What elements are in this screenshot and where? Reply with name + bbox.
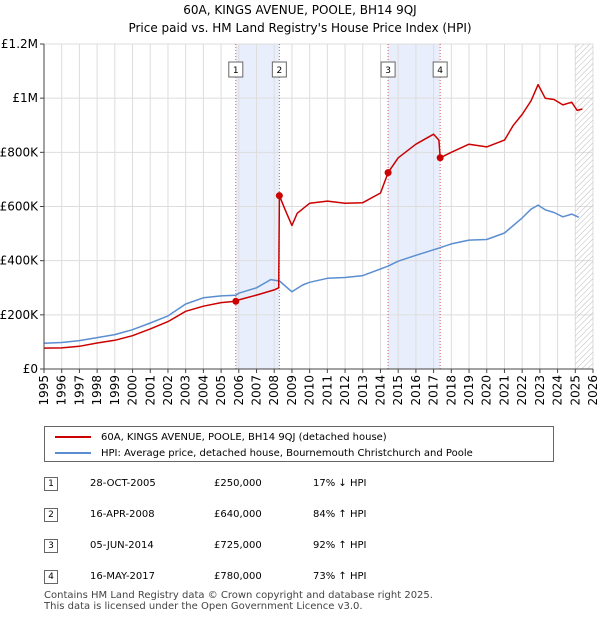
x-tick-label: 2011 <box>320 375 334 406</box>
sale-number-box <box>271 61 287 78</box>
x-tick-label: 2022 <box>515 375 529 406</box>
footer-licence: This data is licensed under the Open Gov… <box>44 601 363 612</box>
x-tick-label: 2008 <box>267 375 281 406</box>
sale-badge: 3 <box>44 539 58 553</box>
sale-point <box>232 297 240 305</box>
table-row: 1 28-OCT-2005 £250,000 17% ↓ HPI <box>0 475 600 495</box>
x-tick-label: 2021 <box>497 375 511 406</box>
y-tick-label: £600K <box>0 200 39 214</box>
hpi-line <box>43 204 580 345</box>
x-tick-label: 2025 <box>568 375 582 406</box>
sale-date: 16-MAY-2017 <box>90 571 156 582</box>
x-tick-label: 2012 <box>338 375 352 406</box>
table-row: 3 05-JUN-2014 £725,000 92% ↑ HPI <box>0 537 600 557</box>
sale-point <box>275 192 283 200</box>
footer-attribution: Contains HM Land Registry data © Crown c… <box>44 590 433 612</box>
y-tick-label: £1M <box>12 91 38 105</box>
sale-point <box>384 169 392 177</box>
x-tick-label: 2002 <box>161 375 175 406</box>
legend-item-property: 60A, KINGS AVENUE, POOLE, BH14 9QJ (deta… <box>55 429 387 445</box>
sale-badge: 4 <box>44 570 58 584</box>
sale-number-label: 4 <box>437 66 443 76</box>
legend-item-hpi: HPI: Average price, detached house, Bour… <box>55 445 473 461</box>
x-tick-label: 2023 <box>533 375 547 406</box>
x-tick-label: 2013 <box>356 375 370 406</box>
x-tick-label: 1996 <box>55 375 69 406</box>
y-tick-label: £400K <box>0 254 39 268</box>
legend-swatch-hpi <box>55 452 91 454</box>
y-tick-label: £800K <box>0 145 39 159</box>
property-price-line <box>43 83 583 349</box>
sale-date: 16-APR-2008 <box>90 509 155 520</box>
legend: 60A, KINGS AVENUE, POOLE, BH14 9QJ (deta… <box>44 426 554 462</box>
x-tick-label: 2017 <box>427 375 441 406</box>
sale-number-label: 2 <box>276 66 282 76</box>
sale-number-box <box>228 61 244 78</box>
y-tick-label: £200K <box>0 308 39 322</box>
sale-price: £780,000 <box>214 571 262 582</box>
x-tick-label: 2019 <box>462 375 476 406</box>
sale-hpi-diff: 84% ↑ HPI <box>313 509 367 520</box>
sale-number-label: 1 <box>233 66 239 76</box>
x-tick-label: 1999 <box>108 375 122 406</box>
chart-subtitle: Price paid vs. HM Land Registry's House … <box>128 21 472 35</box>
x-tick-label: 2003 <box>179 375 193 406</box>
chart-title: 60A, KINGS AVENUE, POOLE, BH14 9QJ <box>183 3 417 17</box>
sale-hpi-diff: 73% ↑ HPI <box>313 571 367 582</box>
sale-date: 05-JUN-2014 <box>90 540 154 551</box>
x-tick-label: 1998 <box>90 375 104 406</box>
x-tick-label: 2024 <box>551 375 565 406</box>
x-tick-label: 2006 <box>232 375 246 406</box>
table-row: 4 16-MAY-2017 £780,000 73% ↑ HPI <box>0 568 600 588</box>
legend-swatch-property <box>55 436 91 438</box>
sale-date: 28-OCT-2005 <box>90 478 156 489</box>
sale-price: £250,000 <box>214 478 262 489</box>
sale-point <box>436 154 444 162</box>
future-hatch <box>575 44 593 369</box>
sale-badge: 1 <box>44 477 58 491</box>
sale-price: £640,000 <box>214 509 262 520</box>
x-tick-label: 2000 <box>126 375 140 406</box>
y-tick-label: £0 <box>23 362 38 376</box>
sale-hpi-diff: 17% ↓ HPI <box>313 478 367 489</box>
x-tick-label: 2018 <box>444 375 458 406</box>
sale-price: £725,000 <box>214 540 262 551</box>
x-tick-label: 1997 <box>72 375 86 406</box>
x-tick-label: 2020 <box>480 375 494 406</box>
sale-number-box <box>432 61 448 78</box>
x-tick-label: 2026 <box>586 375 600 406</box>
footer-copyright: Contains HM Land Registry data © Crown c… <box>44 590 433 601</box>
x-tick-label: 2010 <box>303 375 317 406</box>
x-tick-label: 2014 <box>373 375 387 406</box>
legend-label-hpi: HPI: Average price, detached house, Bour… <box>101 447 473 459</box>
x-tick-label: 1995 <box>37 375 51 406</box>
x-tick-label: 2005 <box>214 375 228 406</box>
legend-label-property: 60A, KINGS AVENUE, POOLE, BH14 9QJ (deta… <box>101 431 387 443</box>
sale-number-label: 3 <box>385 66 391 76</box>
price-chart: 1 2 3 4 £0 £200K £400K £600K £800K £1M £1.2M 1995 1… <box>0 37 600 406</box>
x-tick-label: 2015 <box>391 375 405 406</box>
sale-badge: 2 <box>44 508 58 522</box>
x-tick-label: 2009 <box>285 375 299 406</box>
sale-hpi-diff: 92% ↑ HPI <box>313 540 367 551</box>
table-row: 2 16-APR-2008 £640,000 84% ↑ HPI <box>0 506 600 526</box>
sale-number-box <box>380 61 396 78</box>
x-tick-label: 2004 <box>196 375 210 406</box>
y-tick-label: £1.2M <box>1 37 38 51</box>
x-tick-label: 2001 <box>143 375 157 406</box>
x-tick-label: 2016 <box>409 375 423 406</box>
x-tick-label: 2007 <box>250 375 264 406</box>
